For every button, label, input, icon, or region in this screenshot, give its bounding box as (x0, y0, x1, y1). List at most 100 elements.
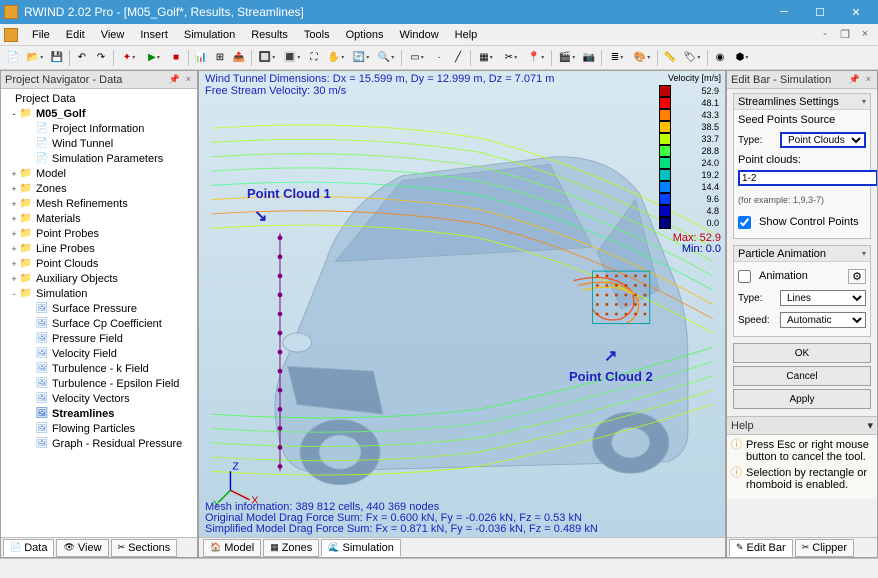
menu-file[interactable]: File (24, 27, 58, 43)
tree-item[interactable]: 📄Project Information (1, 121, 197, 136)
tree-item[interactable]: +📁Line Probes (1, 241, 197, 256)
tb-redo[interactable]: ↷ (92, 49, 110, 67)
menu-simulation[interactable]: Simulation (176, 27, 243, 43)
tb-open[interactable]: 📂 (23, 49, 47, 67)
cancel-button[interactable]: Cancel (733, 366, 871, 386)
arrow-pc1-icon: ↘ (254, 206, 267, 226)
tree-item[interactable]: 🖼Velocity Field (1, 346, 197, 361)
eb-pin-icon[interactable]: 📌 (847, 74, 862, 85)
tb-axis[interactable]: ✦ (117, 49, 141, 67)
tree-item[interactable]: +📁Zones (1, 181, 197, 196)
tb-mesh[interactable]: ▦ (474, 49, 498, 67)
tree-item[interactable]: -📁Simulation (1, 286, 197, 301)
tb-measure[interactable]: 📏 (661, 49, 679, 67)
tree-item[interactable]: +📁Model (1, 166, 197, 181)
mdi-restore[interactable]: ❐ (836, 28, 854, 41)
tb-cp[interactable]: ◉ (711, 49, 729, 67)
show-control-points-checkbox[interactable] (738, 216, 751, 229)
tb-new[interactable]: 📄 (4, 49, 22, 67)
tb-snap[interactable]: 📷 (580, 49, 598, 67)
editbar-header: Edit Bar - Simulation 📌× (727, 71, 877, 89)
tree-item[interactable]: -📁M05_Golf (1, 106, 197, 121)
tree-item[interactable]: 🖼Turbulence - k Field (1, 361, 197, 376)
tb-table[interactable]: ⊞ (211, 49, 229, 67)
maximize-button[interactable]: ☐ (802, 0, 838, 24)
speed-select[interactable]: Automatic (780, 312, 866, 328)
tb-stop[interactable]: ■ (167, 49, 185, 67)
eb-close-icon[interactable]: × (864, 74, 873, 85)
tb-fit[interactable]: ⛶ (305, 49, 323, 67)
tab-editbar[interactable]: ✎Edit Bar (729, 539, 793, 557)
tb-point[interactable]: · (430, 49, 448, 67)
tab-data[interactable]: 📄Data (3, 539, 54, 557)
minimize-button[interactable]: ─ (766, 0, 802, 24)
tab-view[interactable]: 👁View (56, 539, 108, 557)
vtab-model[interactable]: 🏠Model (203, 539, 261, 557)
tree-item[interactable]: 📄Wind Tunnel (1, 136, 197, 151)
vtab-simulation[interactable]: 🌊Simulation (321, 539, 401, 557)
menu-insert[interactable]: Insert (132, 27, 176, 43)
tree-item[interactable]: 🖼Graph - Residual Pressure (1, 436, 197, 451)
tb-bc[interactable]: ⬢ (730, 49, 754, 67)
menu-window[interactable]: Window (392, 27, 447, 43)
vtab-zones[interactable]: ▦Zones (263, 539, 319, 557)
menu-tools[interactable]: Tools (296, 27, 338, 43)
tree-item[interactable]: +📁Materials (1, 211, 197, 226)
ok-button[interactable]: OK (733, 343, 871, 363)
tb-label[interactable]: 🏷 (680, 49, 704, 67)
tb-view1[interactable]: 🔲 (255, 49, 279, 67)
tree-item[interactable]: +📁Auxiliary Objects (1, 271, 197, 286)
tree-item[interactable]: 🖼Velocity Vectors (1, 391, 197, 406)
nav-pin-icon[interactable]: 📌 (167, 74, 182, 85)
tab-sections[interactable]: ✂Sections (111, 539, 178, 557)
menu-options[interactable]: Options (338, 27, 392, 43)
anim-type-select[interactable]: Lines (780, 290, 866, 306)
nav-close-icon[interactable]: × (184, 74, 193, 85)
tree-item[interactable]: +📁Point Clouds (1, 256, 197, 271)
menu-help[interactable]: Help (447, 27, 486, 43)
mdi-minimize[interactable]: - (816, 28, 834, 41)
tree-item[interactable]: 🖼Flowing Particles (1, 421, 197, 436)
tree-item[interactable]: 🖼Turbulence - Epsilon Field (1, 376, 197, 391)
close-button[interactable]: ✕ (838, 0, 874, 24)
type-select[interactable]: Point Clouds (780, 132, 866, 148)
animation-checkbox[interactable] (738, 270, 751, 283)
viewport-3d[interactable]: X Y Z Wind Tunnel Dimensions: Dx = 15.59… (198, 70, 726, 558)
tb-export[interactable]: 📤 (230, 49, 248, 67)
tree-item[interactable]: 🖼Pressure Field (1, 331, 197, 346)
tb-save[interactable]: 💾 (48, 49, 66, 67)
tb-chart[interactable]: 📊 (192, 49, 210, 67)
mdi-close[interactable]: × (856, 28, 874, 41)
menu-results[interactable]: Results (243, 27, 296, 43)
tree-item[interactable]: +📁Mesh Refinements (1, 196, 197, 211)
seed-source-label: Seed Points Source (738, 114, 866, 126)
tb-layer[interactable]: ≣ (605, 49, 629, 67)
tb-rotate[interactable]: 🔄 (349, 49, 373, 67)
tree-item[interactable]: 🖼Surface Cp Coefficient (1, 316, 197, 331)
tb-clip[interactable]: ✂ (499, 49, 523, 67)
tree-item[interactable]: 📄Simulation Parameters (1, 151, 197, 166)
tb-line[interactable]: ╱ (449, 49, 467, 67)
info-icon: ⓘ (731, 439, 742, 463)
menu-view[interactable]: View (93, 27, 133, 43)
tb-anim[interactable]: 🎬 (555, 49, 579, 67)
project-tree[interactable]: Project Data -📁M05_Golf📄Project Informat… (1, 89, 197, 537)
point-clouds-input[interactable] (738, 170, 877, 186)
tb-zoom[interactable]: 🔍 (374, 49, 398, 67)
tab-clipper[interactable]: ✂Clipper (795, 539, 854, 557)
tree-item[interactable]: 🖼Surface Pressure (1, 301, 197, 316)
tree-root[interactable]: Project Data (1, 91, 197, 106)
tb-view2[interactable]: 🔳 (280, 49, 304, 67)
tb-run[interactable]: ▶ (142, 49, 166, 67)
tb-color[interactable]: 🎨 (630, 49, 654, 67)
tb-pan[interactable]: ✋ (324, 49, 348, 67)
tree-item[interactable]: 🖼Streamlines (1, 406, 197, 421)
tb-select[interactable]: ▭ (405, 49, 429, 67)
streamlines-section-title: Streamlines Settings (738, 96, 839, 108)
anim-settings-icon[interactable]: ⚙ (848, 269, 866, 284)
tree-item[interactable]: +📁Point Probes (1, 226, 197, 241)
tb-undo[interactable]: ↶ (73, 49, 91, 67)
apply-button[interactable]: Apply (733, 389, 871, 409)
menu-edit[interactable]: Edit (58, 27, 93, 43)
tb-probe[interactable]: 📍 (524, 49, 548, 67)
